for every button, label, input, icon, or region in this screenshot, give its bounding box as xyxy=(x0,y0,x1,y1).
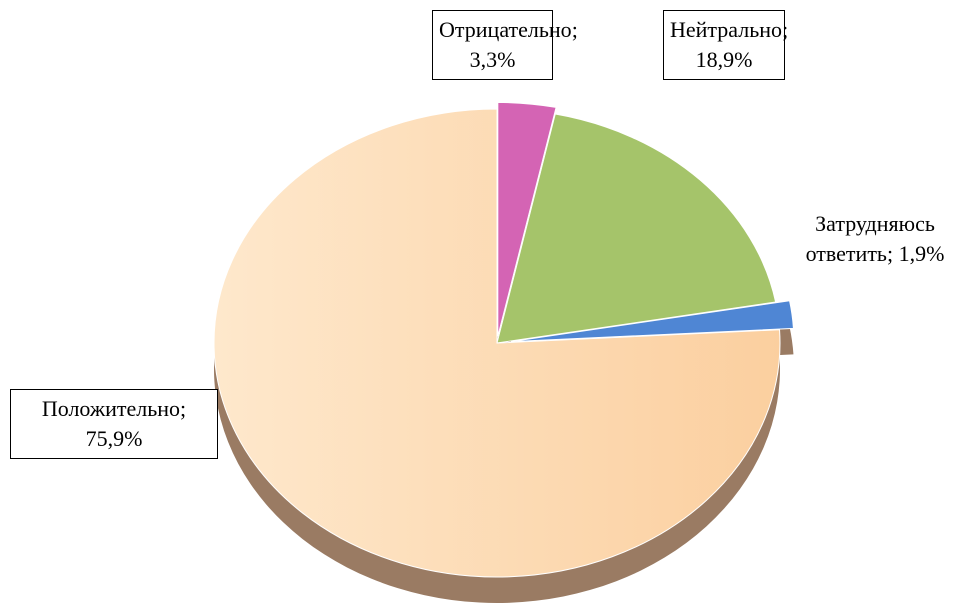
pie-slice xyxy=(496,113,777,344)
pie-slice xyxy=(497,101,557,337)
label-category: Нейтрально xyxy=(670,17,783,42)
data-label: Отрицательно; 3,3% xyxy=(432,10,578,80)
label-separator: ; xyxy=(180,396,187,421)
label-value: 1,9% xyxy=(898,241,945,266)
data-label: Нейтрально; 18,9% xyxy=(663,10,789,80)
label-separator: ; xyxy=(571,17,578,42)
label-value: 75,9% xyxy=(85,426,143,451)
label-category: Затрудняюсь ответить xyxy=(805,211,935,266)
label-separator: ; xyxy=(782,17,789,42)
label-value: 18,9% xyxy=(695,47,753,72)
pie-slice xyxy=(213,108,781,578)
label-separator: ; xyxy=(886,241,894,266)
data-label: Положительно; 75,9% xyxy=(10,389,218,459)
label-value: 3,3% xyxy=(469,47,516,72)
label-category: Положительно xyxy=(41,396,181,421)
data-label: Затрудняюсь ответить; 1,9% xyxy=(773,205,977,273)
label-category: Отрицательно xyxy=(439,17,572,42)
pie-slice xyxy=(510,300,794,343)
